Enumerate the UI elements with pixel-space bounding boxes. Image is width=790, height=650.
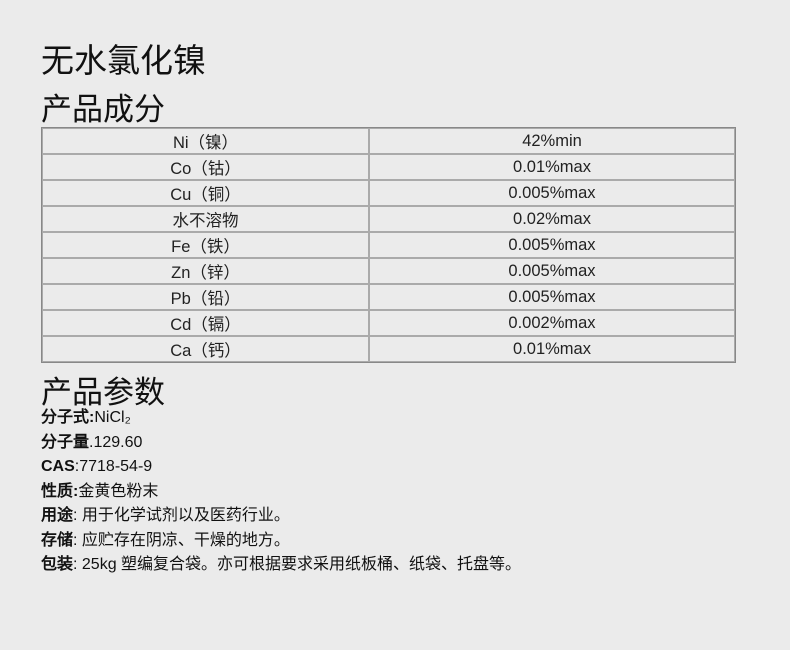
element-cell: Co（钴） (42, 154, 369, 180)
value-cell: 0.01%max (369, 336, 735, 362)
table-row: Cd（镉） 0.002%max (42, 310, 735, 336)
composition-table: Ni（镍） 42%min Co（钴） 0.01%max Cu（铜） 0.005%max 水不… (41, 127, 736, 363)
param-line: 用途: 用于化学试剂以及医药行业。 (41, 504, 521, 529)
table-row: Co（钴） 0.01%max (42, 154, 735, 180)
composition-heading: 产品成分 (41, 92, 165, 128)
param-line: CAS:7718-54-9 (41, 455, 521, 480)
param-value: :7718-54-9 (74, 458, 153, 475)
param-label: CAS (41, 458, 75, 475)
param-line: 存储: 应贮存在阴凉、干燥的地方。 (41, 529, 521, 554)
element-cell: Pb（铅） (42, 284, 369, 310)
param-value: : 用于化学试剂以及医药行业。 (73, 507, 290, 524)
element-cell: 水不溶物 (42, 206, 369, 232)
element-cell: Cu（铜） (42, 180, 369, 206)
element-cell: Zn（锌） (42, 258, 369, 284)
value-cell: 0.005%max (369, 180, 735, 206)
param-line: 分子式:NiCl₂ (41, 406, 521, 431)
value-cell: 0.005%max (369, 258, 735, 284)
param-label: 存储 (41, 531, 74, 549)
param-label: 包装 (41, 556, 74, 573)
table-row: 水不溶物 0.02%max (42, 206, 735, 232)
param-value: 金黄色粉末 (78, 482, 159, 500)
table-row: Cu（铜） 0.005%max (42, 180, 735, 206)
param-line: 分子量.129.60 (41, 431, 521, 456)
param-value: : 25kg 塑编复合袋。亦可根据要求采用纸板桶、纸袋、托盘等。 (73, 556, 522, 573)
params-list: 分子式:NiCl₂ 分子量.129.60 CAS:7718-54-9 性质:金黄色粉末… (41, 406, 521, 578)
table-row: Ca（钙） 0.01%max (42, 336, 735, 362)
params-heading: 产品参数 (41, 375, 165, 411)
element-cell: Fe（铁） (42, 232, 369, 258)
element-cell: Ca（钙） (42, 336, 369, 362)
param-value: : 应贮存在阴凉、干燥的地方。 (73, 531, 290, 549)
param-label: 分子式: (41, 409, 95, 426)
param-value: .129.60 (89, 433, 143, 451)
value-cell: 0.005%max (369, 232, 735, 258)
param-line: 包装: 25kg 塑编复合袋。亦可根据要求采用纸板桶、纸袋、托盘等。 (41, 553, 521, 578)
param-label: 性质: (41, 482, 79, 500)
param-label: 用途 (41, 507, 74, 524)
value-cell: 0.005%max (369, 284, 735, 310)
product-title: 无水氯化镍 (41, 41, 206, 80)
table-row: Fe（铁） 0.005%max (42, 232, 735, 258)
param-line: 性质:金黄色粉末 (41, 480, 521, 505)
value-cell: 0.002%max (369, 310, 735, 336)
table-row: Zn（锌） 0.005%max (42, 258, 735, 284)
value-cell: 0.01%max (369, 154, 735, 180)
param-value: NiCl₂ (94, 409, 131, 426)
table-row: Ni（镍） 42%min (42, 128, 735, 154)
element-cell: Ni（镍） (42, 128, 369, 154)
value-cell: 42%min (369, 128, 735, 154)
element-cell: Cd（镉） (42, 310, 369, 336)
table-row: Pb（铅） 0.005%max (42, 284, 735, 310)
param-label: 分子量 (41, 433, 90, 451)
value-cell: 0.02%max (369, 206, 735, 232)
